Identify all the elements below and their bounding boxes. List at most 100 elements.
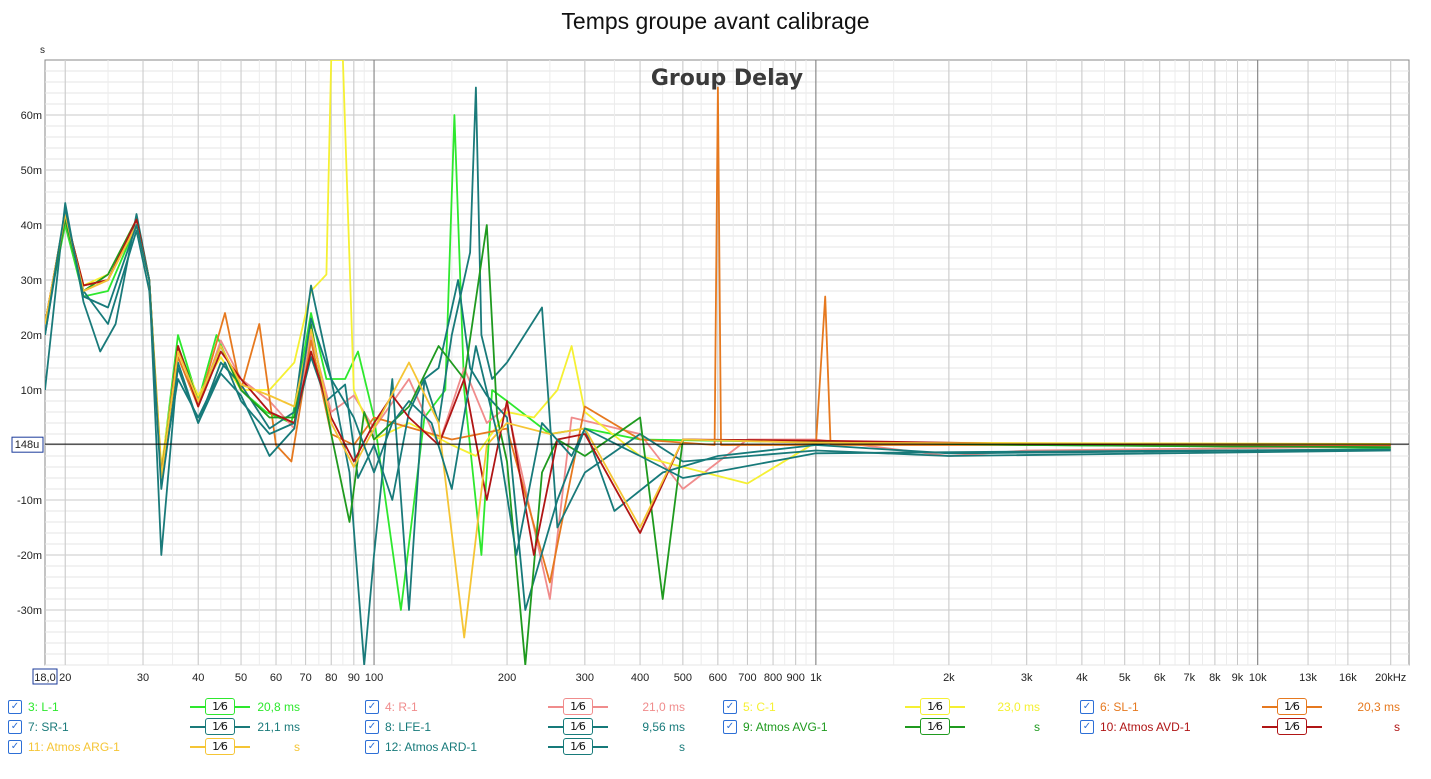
legend-checkbox[interactable]: ✓ (365, 720, 379, 734)
legend-checkbox[interactable]: ✓ (1080, 700, 1094, 714)
x-tick-label: 7k (1183, 672, 1195, 684)
legend-series-name: SR-1 (41, 720, 69, 734)
x-tick-label: 900 (786, 672, 804, 684)
legend-item[interactable]: ✓ 10: Atmos AVD-1 (1080, 717, 1191, 737)
x-tick-label: 20kHz (1375, 672, 1406, 684)
x-tick-label: 40 (192, 672, 204, 684)
legend-index: 8: (385, 720, 399, 734)
legend-label: 12: Atmos ARD-1 (385, 740, 477, 754)
x-start-box (32, 668, 58, 685)
grid (44, 59, 1410, 666)
y-tick-label: 30m (21, 275, 42, 287)
legend-index: 5: (743, 700, 757, 714)
x-tick-label: 20 (59, 672, 71, 684)
legend-smoothing[interactable]: 1⁄6 (548, 717, 658, 737)
legend-series-name: LFE-1 (398, 720, 432, 734)
legend-smoothing[interactable]: 1⁄6 (190, 737, 300, 757)
legend-item[interactable]: ✓ 5: C-1 (723, 697, 776, 717)
smoothing-button[interactable]: 1⁄6 (920, 718, 950, 735)
legend-item[interactable]: ✓ 9: Atmos AVG-1 (723, 717, 828, 737)
legend-label: 11: Atmos ARG-1 (28, 740, 120, 754)
legend-index: 12: (385, 740, 405, 754)
legend-item[interactable]: ✓ 7: SR-1 (8, 717, 69, 737)
smoothing-button[interactable]: 1⁄6 (563, 738, 593, 755)
x-tick-label: 13k (1299, 672, 1317, 684)
reference-label: 148u (15, 439, 39, 451)
legend-value: 21,1 ms (257, 720, 300, 734)
legend-label: 6: SL-1 (1100, 700, 1139, 714)
legend-checkbox[interactable]: ✓ (1080, 720, 1094, 734)
legend-series-name: Atmos ARD-1 (404, 740, 478, 754)
y-tick-label: -10m (17, 495, 42, 507)
legend-index: 6: (1100, 700, 1114, 714)
chart-title: Group Delay (651, 66, 803, 91)
smoothing-button[interactable]: 1⁄6 (205, 698, 235, 715)
legend-label: 7: SR-1 (28, 720, 69, 734)
x-tick-label: 300 (576, 672, 594, 684)
legend-checkbox[interactable]: ✓ (365, 740, 379, 754)
legend-label: 10: Atmos AVD-1 (1100, 720, 1191, 734)
y-tick-label: 40m (21, 220, 42, 232)
legend-checkbox[interactable]: ✓ (8, 720, 22, 734)
legend-smoothing[interactable]: 1⁄6 (190, 717, 300, 737)
x-tick-label: 100 (365, 672, 383, 684)
legend-smoothing[interactable]: 1⁄6 (905, 717, 1015, 737)
legend-smoothing[interactable]: 1⁄6 (548, 697, 658, 717)
x-tick-label: 70 (299, 672, 311, 684)
legend-smoothing[interactable]: 1⁄6 (1262, 697, 1372, 717)
legend-series-name: Atmos AVD-1 (1119, 720, 1191, 734)
legend-index: 11: (28, 740, 47, 754)
legend-item[interactable]: ✓ 4: R-1 (365, 697, 418, 717)
legend-item[interactable]: ✓ 12: Atmos ARD-1 (365, 737, 477, 757)
x-tick-label: 800 (764, 672, 782, 684)
x-tick-label: 90 (348, 672, 360, 684)
reference-label-box (11, 436, 44, 453)
legend-checkbox[interactable]: ✓ (365, 700, 379, 714)
legend-series-name: L-1 (41, 700, 59, 714)
legend-index: 4: (385, 700, 399, 714)
y-tick-label: 60m (21, 110, 42, 122)
x-tick-label: 2k (943, 672, 955, 684)
legend-value: 21,0 ms (642, 700, 685, 714)
legend-smoothing[interactable]: 1⁄6 (1262, 717, 1372, 737)
legend-label: 8: LFE-1 (385, 720, 431, 734)
x-tick-label: 16k (1339, 672, 1357, 684)
legend-index: 7: (28, 720, 42, 734)
legend-series-name: C-1 (756, 700, 776, 714)
legend-series-name: R-1 (398, 700, 418, 714)
series-atmos-ard-1 (45, 207, 1391, 556)
smoothing-button[interactable]: 1⁄6 (1277, 718, 1307, 735)
legend-checkbox[interactable]: ✓ (8, 700, 22, 714)
legend-item[interactable]: ✓ 11: Atmos ARG-1 (8, 737, 120, 757)
legend-value: s (294, 740, 300, 754)
x-tick-label: 700 (738, 672, 756, 684)
curves (45, 60, 1391, 665)
x-tick-label: 10k (1249, 672, 1267, 684)
legend-checkbox[interactable]: ✓ (723, 720, 737, 734)
smoothing-button[interactable]: 1⁄6 (1277, 698, 1307, 715)
y-tick-label: 10m (21, 385, 42, 397)
legend-item[interactable]: ✓ 6: SL-1 (1080, 697, 1139, 717)
legend-value: 23,0 ms (997, 700, 1040, 714)
x-tick-label: 5k (1119, 672, 1131, 684)
legend-index: 3: (28, 700, 42, 714)
legend-checkbox[interactable]: ✓ (8, 740, 22, 754)
legend-smoothing[interactable]: 1⁄6 (905, 697, 1015, 717)
x-tick-label: 30 (137, 672, 149, 684)
smoothing-button[interactable]: 1⁄6 (205, 738, 235, 755)
group-delay-chart[interactable]: 60m 50m 40m 30m 20m 10m -10m -20m -30m 20 30 40 50 60… (0, 0, 1431, 690)
y-tick-label: -20m (17, 550, 42, 562)
smoothing-button[interactable]: 1⁄6 (563, 718, 593, 735)
legend-item[interactable]: ✓ 8: LFE-1 (365, 717, 431, 737)
legend-item[interactable]: ✓ 3: L-1 (8, 697, 59, 717)
legend: ✓ 3: L-1 1⁄6 20,8 ms ✓ 4: R-1 1⁄6 21,0 ms ✓ 5: C-… (0, 694, 1431, 779)
legend-smoothing[interactable]: 1⁄6 (548, 737, 658, 757)
smoothing-button[interactable]: 1⁄6 (920, 698, 950, 715)
legend-smoothing[interactable]: 1⁄6 (190, 697, 300, 717)
reference-line-group: 148u (11, 436, 1409, 453)
smoothing-button[interactable]: 1⁄6 (205, 718, 235, 735)
smoothing-button[interactable]: 1⁄6 (563, 698, 593, 715)
legend-value: s (1034, 720, 1040, 734)
y-tick-label: 20m (21, 330, 42, 342)
legend-checkbox[interactable]: ✓ (723, 700, 737, 714)
